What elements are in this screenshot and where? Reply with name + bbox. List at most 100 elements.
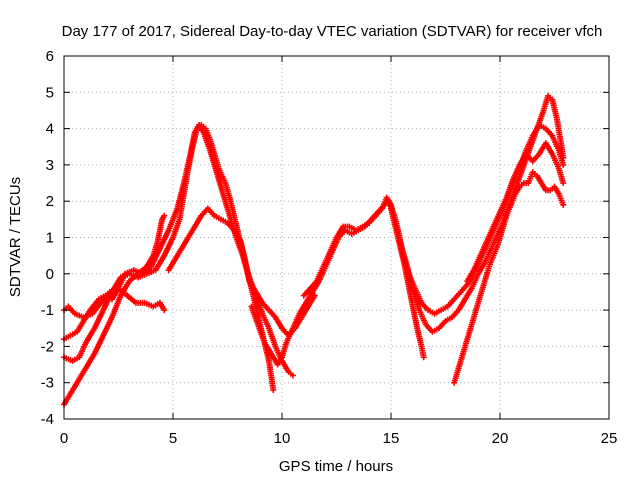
interpolated-points [176, 193, 187, 221]
interpolated-points [539, 181, 548, 192]
series-track-A [61, 212, 168, 408]
interpolated-points [66, 305, 77, 315]
interpolated-points [424, 323, 434, 334]
interpolated-points [117, 286, 129, 298]
interpolated-points [82, 311, 94, 320]
interpolated-points [478, 280, 488, 297]
interpolated-points [550, 153, 561, 170]
interpolated-points [62, 392, 73, 406]
interpolated-points [471, 254, 483, 272]
interpolated-points [403, 261, 416, 290]
interpolated-points [203, 127, 213, 141]
interpolated-points [75, 319, 86, 334]
grid [64, 56, 609, 419]
interpolated-points [262, 341, 274, 355]
interpolated-points [206, 207, 216, 217]
interpolated-points [149, 247, 163, 268]
interpolated-points [155, 218, 165, 243]
interpolated-points [280, 359, 291, 373]
interpolated-points [74, 311, 85, 320]
x-tick-label: 20 [492, 430, 509, 447]
interpolated-points [451, 367, 461, 384]
interpolated-points [166, 258, 178, 272]
interpolated-points [459, 283, 469, 294]
interpolated-points [526, 171, 535, 184]
y-tick-label: 4 [46, 121, 54, 138]
interpolated-points [489, 232, 500, 250]
x-tick-label: 15 [383, 430, 400, 447]
interpolated-points [420, 301, 430, 312]
interpolated-points [275, 356, 284, 366]
interpolated-points [302, 287, 312, 297]
interpolated-points [308, 279, 319, 290]
interpolated-points [450, 308, 460, 319]
series-track-I [451, 169, 567, 386]
interpolated-points [266, 359, 274, 377]
interpolated-points [513, 185, 522, 196]
interpolated-points [410, 305, 420, 330]
interpolated-points [108, 286, 120, 295]
interpolated-points [247, 279, 258, 294]
interpolated-points [344, 228, 353, 236]
interpolated-points [186, 225, 197, 239]
y-tick-label: -4 [41, 411, 54, 428]
interpolated-points [116, 272, 128, 290]
interpolated-points [242, 258, 252, 283]
y-tick-label: 2 [46, 193, 54, 210]
interpolated-points [83, 327, 97, 344]
x-axis-label: GPS time / hours [279, 458, 393, 475]
interpolated-points [284, 327, 295, 344]
interpolated-points [157, 229, 171, 250]
interpolated-points [279, 341, 289, 359]
interpolated-points [417, 309, 428, 326]
interpolated-points [431, 326, 440, 334]
y-tick-label: 6 [46, 48, 54, 65]
x-tick-label: 25 [601, 430, 618, 447]
interpolated-points [556, 193, 566, 206]
interpolated-points [342, 223, 351, 230]
interpolated-points [464, 323, 475, 341]
interpolated-points [552, 185, 561, 196]
interpolated-points [405, 283, 416, 308]
x-tick-label: 5 [169, 430, 177, 447]
interpolated-points [68, 377, 82, 395]
data-point [289, 372, 296, 379]
data-point [560, 201, 567, 208]
interpolated-points [497, 196, 509, 214]
interpolated-points [446, 298, 456, 308]
interpolated-points [531, 152, 541, 163]
interpolated-points [226, 221, 236, 232]
interpolated-points [179, 236, 191, 250]
data-point [560, 154, 567, 161]
interpolated-points [410, 287, 422, 312]
y-tick-label: -3 [41, 375, 54, 392]
interpolated-points [158, 301, 167, 312]
interpolated-points [544, 127, 554, 138]
interpolated-points [90, 301, 103, 315]
interpolated-points [433, 308, 442, 316]
y-tick-label: 1 [46, 230, 54, 247]
data-point [560, 180, 567, 187]
interpolated-points [327, 236, 339, 253]
interpolated-points [88, 298, 101, 312]
interpolated-points [427, 308, 436, 316]
interpolated-points [260, 312, 271, 330]
series-track-D [61, 285, 168, 321]
interpolated-points [92, 334, 106, 355]
interpolated-points [440, 304, 449, 312]
interpolated-points [321, 251, 333, 268]
interpolated-points [92, 308, 106, 330]
interpolated-points [109, 294, 123, 319]
interpolated-points [280, 327, 290, 337]
interpolated-points [192, 123, 202, 134]
interpolated-points [374, 207, 384, 217]
interpolated-points [504, 204, 514, 217]
interpolated-points [207, 149, 220, 174]
interpolated-points [162, 236, 176, 257]
interpolated-points [367, 214, 378, 225]
interpolated-points [556, 167, 566, 184]
interpolated-points [508, 193, 518, 206]
y-tick-label: -1 [41, 302, 54, 319]
interpolated-points [125, 294, 138, 305]
